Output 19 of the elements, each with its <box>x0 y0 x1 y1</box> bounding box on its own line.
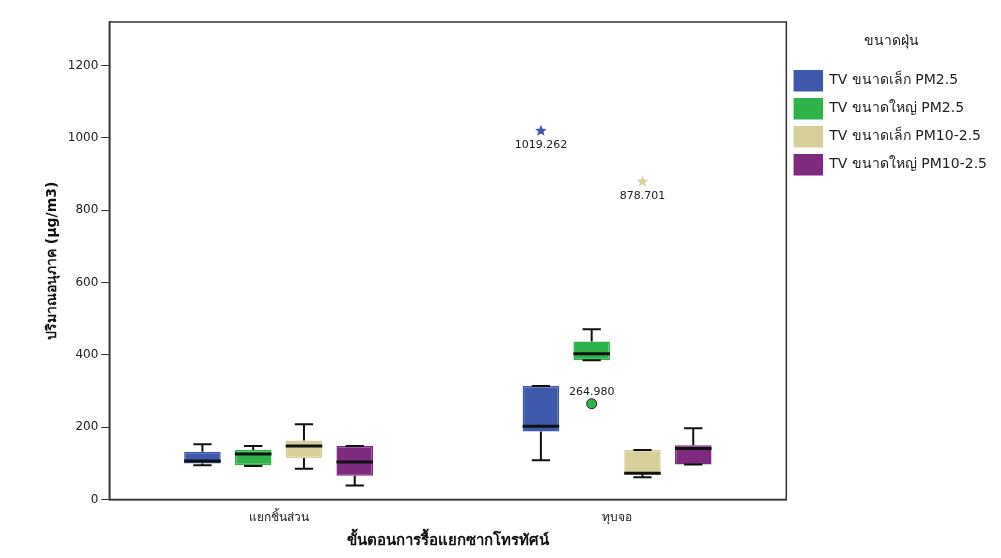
legend-label: TV ขนาดเล็ก PM10-2.5 <box>828 126 982 144</box>
x-axis-title: ขั้นตอนการรื้อแยกซากโทรทัศน์ <box>346 527 550 549</box>
y-tick-label: 600 <box>75 274 99 289</box>
y-tick-label: 200 <box>75 419 99 434</box>
y-tick-label: 0 <box>90 491 99 506</box>
legend-label: TV ขนาดเล็ก PM2.5 <box>828 70 959 88</box>
x-tick-label: แยกชิ้นส่วน <box>248 507 309 524</box>
legend-title: ขนาดฝุ่น <box>864 31 920 49</box>
annotation: 878.701 <box>619 188 666 202</box>
y-tick-label: 400 <box>75 347 99 361</box>
x-tick-label: ทุบจอ <box>602 509 633 525</box>
y-tick-label: 800 <box>75 202 99 217</box>
y-tick-label: 1200 <box>67 57 99 72</box>
annotation: 1019.262 <box>514 137 568 151</box>
y-axis-title: ปริมาณอนุภาค (µg/m3) <box>43 181 61 341</box>
annotation: 264.980 <box>568 384 615 398</box>
legend-label: TV ขนาดใหญ่ PM2.5 <box>828 99 965 116</box>
legend-label: TV ขนาดใหญ่ PM10-2.5 <box>828 155 988 172</box>
y-tick-label: 1000 <box>67 129 99 144</box>
